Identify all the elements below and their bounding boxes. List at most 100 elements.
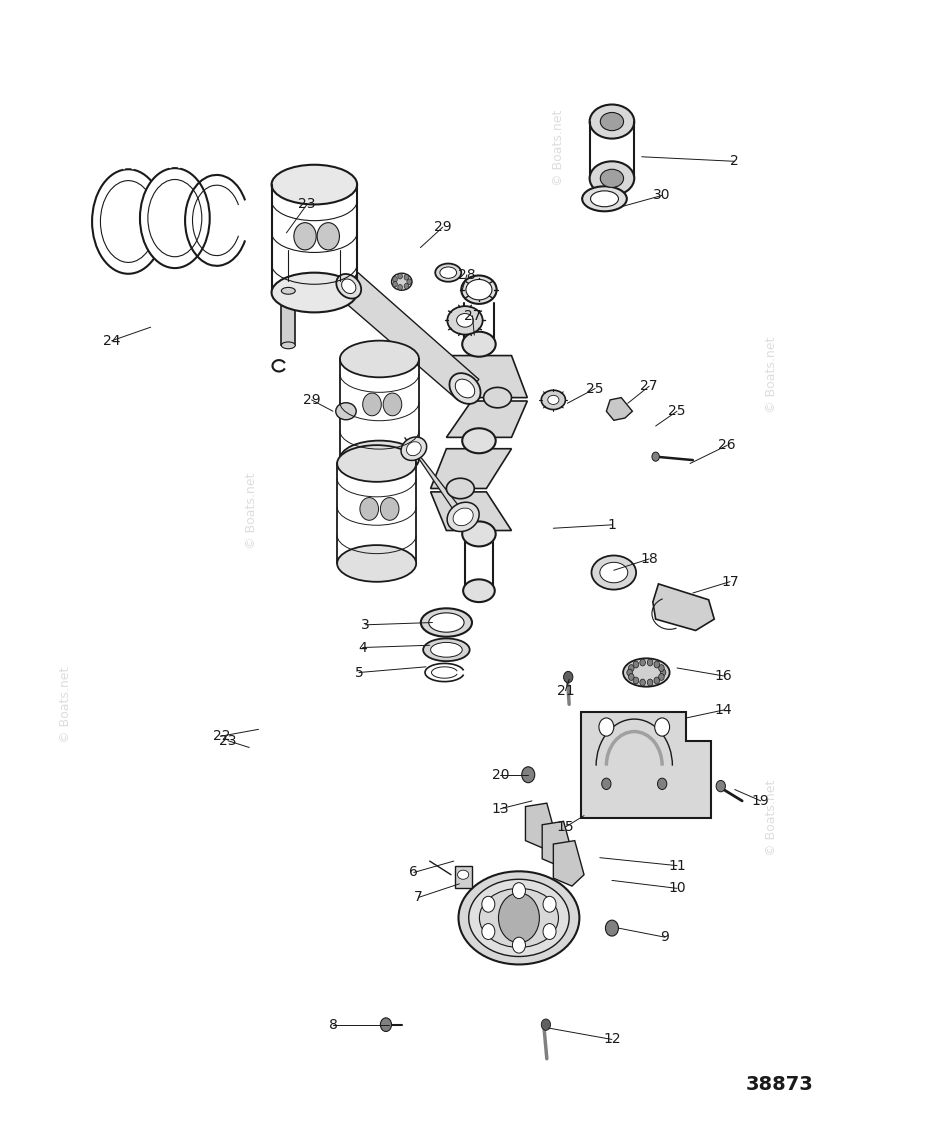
Ellipse shape [435,264,461,282]
Text: 27: 27 [641,379,658,393]
Bar [526,904,538,913]
Ellipse shape [281,342,295,349]
Circle shape [392,282,397,287]
Bar [455,866,472,888]
Ellipse shape [469,879,569,957]
Ellipse shape [590,105,634,139]
Polygon shape [446,356,527,398]
Ellipse shape [541,391,565,410]
Circle shape [658,674,664,680]
Circle shape [647,679,653,686]
Polygon shape [446,401,527,437]
Ellipse shape [281,287,295,294]
Circle shape [407,279,411,285]
Ellipse shape [463,579,495,602]
Ellipse shape [338,545,417,582]
Ellipse shape [601,169,623,187]
Ellipse shape [447,502,479,532]
Text: 17: 17 [722,575,738,588]
Ellipse shape [339,441,418,477]
Circle shape [660,669,666,676]
Text: 15: 15 [557,820,574,834]
Text: 38873: 38873 [746,1076,813,1094]
Ellipse shape [457,314,473,327]
Bar [500,904,512,913]
Ellipse shape [462,521,496,546]
Circle shape [363,393,381,416]
Text: 26: 26 [719,438,736,452]
Ellipse shape [590,161,634,195]
Circle shape [629,665,634,671]
Polygon shape [405,437,474,526]
Circle shape [380,1018,392,1031]
Circle shape [716,780,725,792]
Text: 13: 13 [492,802,509,816]
Text: 21: 21 [557,684,574,698]
Ellipse shape [600,562,628,583]
Polygon shape [431,449,512,488]
Ellipse shape [456,379,474,398]
Ellipse shape [582,186,627,211]
Ellipse shape [480,888,558,947]
Circle shape [658,778,667,790]
Circle shape [482,924,495,939]
Circle shape [640,679,645,686]
Text: © Boats.net: © Boats.net [765,336,778,414]
Ellipse shape [392,274,412,291]
Ellipse shape [337,274,361,299]
Bar [500,922,512,932]
Circle shape [654,677,659,684]
Circle shape [317,223,339,250]
Text: 5: 5 [354,666,364,679]
Circle shape [605,920,618,936]
Polygon shape [431,492,512,531]
Ellipse shape [462,428,496,453]
Circle shape [398,284,403,290]
Text: 6: 6 [409,866,418,879]
Ellipse shape [484,387,512,408]
Circle shape [564,671,573,683]
Text: 14: 14 [715,703,732,717]
Ellipse shape [447,307,483,335]
Bar [526,922,538,932]
Circle shape [640,659,645,666]
Circle shape [652,452,659,461]
Text: 3: 3 [361,618,370,632]
Ellipse shape [453,508,473,526]
Bar [281,291,295,345]
Ellipse shape [458,871,579,964]
Ellipse shape [601,112,623,131]
Ellipse shape [336,403,356,420]
Text: 7: 7 [414,891,423,904]
Ellipse shape [401,437,427,460]
Text: 25: 25 [669,404,685,418]
Circle shape [629,674,634,680]
Text: 1: 1 [607,518,617,532]
Ellipse shape [462,332,496,357]
Ellipse shape [338,445,417,482]
Ellipse shape [423,638,470,661]
Ellipse shape [406,442,421,456]
Ellipse shape [623,659,670,686]
Text: 10: 10 [669,882,685,895]
Polygon shape [542,821,573,867]
Ellipse shape [461,276,497,304]
Circle shape [392,276,397,282]
Circle shape [380,498,399,520]
Circle shape [627,669,632,676]
Text: 12: 12 [604,1033,620,1046]
Ellipse shape [591,191,618,207]
Text: 4: 4 [358,641,367,654]
Text: 16: 16 [714,669,733,683]
Circle shape [599,718,614,736]
Circle shape [294,223,316,250]
Circle shape [541,1019,551,1030]
Text: © Boats.net: © Boats.net [59,666,72,743]
Text: 8: 8 [328,1018,338,1031]
Ellipse shape [440,267,457,278]
Ellipse shape [140,168,209,268]
Text: 28: 28 [458,268,475,282]
Polygon shape [525,803,556,849]
Text: 11: 11 [668,859,686,872]
Polygon shape [581,712,711,818]
